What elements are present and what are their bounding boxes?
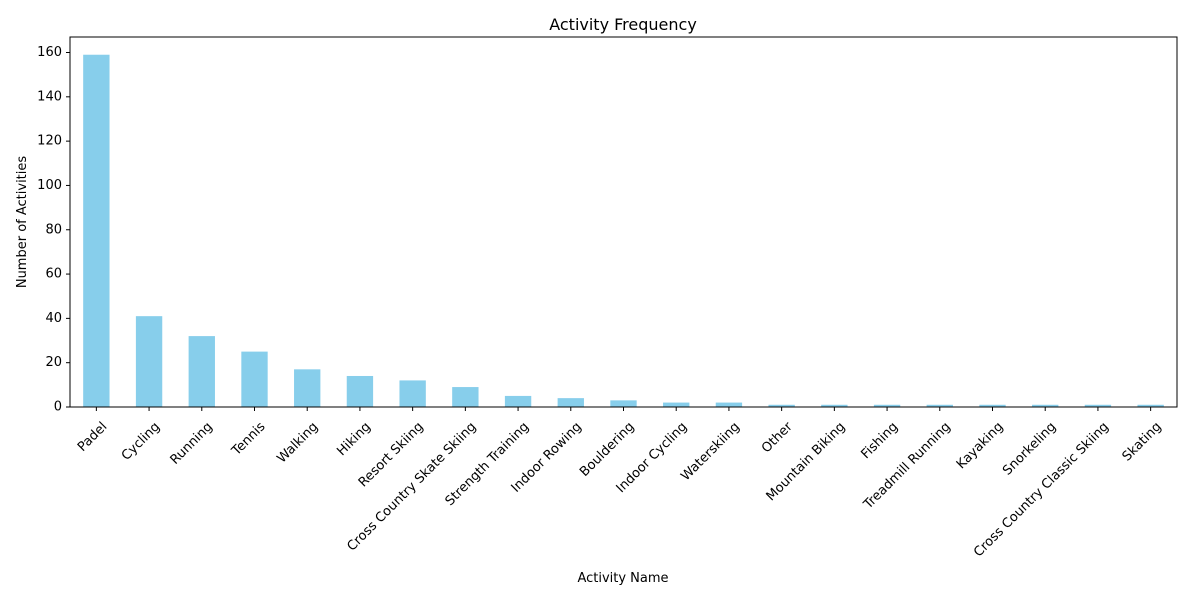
x-axis-label: Activity Name: [577, 571, 668, 586]
x-axis: Padel Cycling Running Tennis Walking HikingRe…: [75, 407, 1165, 560]
y-tick-label: 40: [45, 311, 62, 326]
x-tick-label: Other: [759, 419, 796, 456]
bar-walking: [294, 369, 321, 407]
y-tick-label: 0: [54, 400, 62, 415]
bar-skating: [1137, 404, 1164, 407]
bar-resort-skiing: [399, 380, 426, 407]
x-tick-label: Cycling: [119, 419, 163, 463]
bar-cross-country-classic-skiing: [1084, 404, 1112, 407]
bar-kayaking: [979, 404, 1006, 407]
bar-hiking: [346, 375, 374, 407]
x-tick-label: Skating: [1120, 419, 1165, 464]
y-axis: 0 20 40 60 80 100 120 140 160: [37, 45, 70, 415]
bars-group: [83, 54, 1164, 408]
bar-tennis: [241, 351, 268, 407]
bar-running: [188, 336, 215, 407]
x-tick-label: Fishing: [859, 419, 902, 462]
bar-fishing: [873, 404, 901, 407]
bar-indoor-rowing: [557, 398, 584, 407]
x-tick-label: Tennis: [229, 419, 269, 459]
x-tick-label: Walking: [274, 419, 321, 466]
bar-padel: [83, 54, 110, 408]
y-tick-label: 120: [37, 134, 62, 149]
x-tick-label: Hiking: [334, 419, 374, 459]
x-tick-label: Kayaking: [954, 419, 1007, 472]
x-tick-label: Padel: [75, 419, 110, 454]
bar-mountain-biking: [821, 404, 848, 407]
y-tick-label: 60: [45, 267, 62, 282]
y-axis-label: Number of Activities: [15, 156, 30, 289]
y-tick-label: 160: [37, 45, 62, 60]
bar-treadmill-running: [926, 404, 953, 407]
bar-bouldering: [610, 400, 637, 407]
chart-title: Activity Frequency: [549, 15, 697, 34]
bar-other: [768, 404, 795, 407]
y-tick-label: 20: [45, 355, 62, 370]
x-tick-label: Treadmill Running: [860, 419, 953, 512]
y-tick-label: 100: [37, 178, 62, 193]
bar-strength-training: [504, 395, 532, 407]
bar-indoor-cycling: [663, 402, 690, 407]
x-tick-label: Running: [168, 419, 216, 467]
y-tick-label: 80: [45, 222, 62, 237]
bar-snorkeling: [1032, 404, 1059, 407]
bar-cycling: [135, 316, 163, 407]
bar-waterskiing: [715, 402, 743, 407]
y-tick-label: 140: [37, 89, 62, 104]
plot-frame: [69, 36, 1178, 408]
bar-cross-country-skate-skiing: [452, 387, 479, 407]
